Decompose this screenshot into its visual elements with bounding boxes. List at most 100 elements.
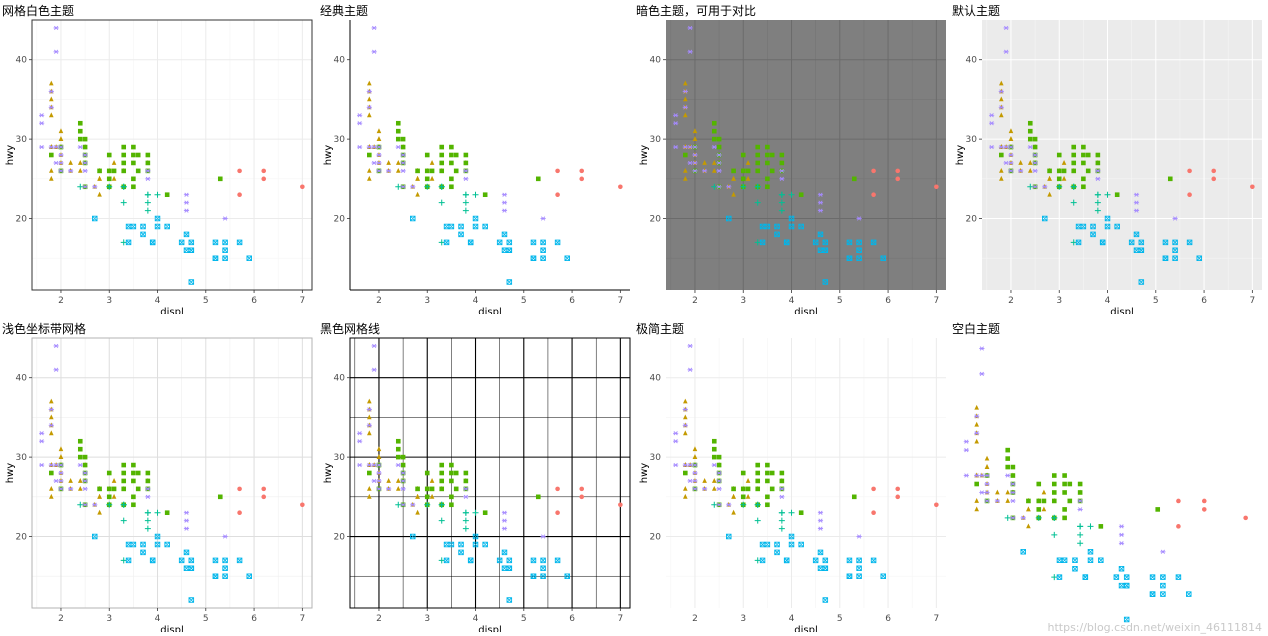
point-star [1018, 168, 1024, 174]
point-circle [1187, 168, 1192, 174]
point-square [439, 470, 445, 476]
point-circle [300, 184, 305, 190]
point-box-x [236, 557, 243, 564]
point-star [53, 144, 59, 150]
point-square [1081, 152, 1086, 158]
points-layer [39, 343, 305, 603]
point-square [765, 184, 770, 190]
point-triangle [999, 80, 1004, 86]
point-square [449, 462, 454, 468]
point-star [58, 486, 64, 492]
point-star [357, 431, 363, 436]
y-tick-label: 40 [16, 56, 28, 66]
point-square [1071, 152, 1077, 158]
point-square [131, 152, 136, 158]
point-star [979, 371, 985, 377]
point-square [463, 152, 469, 158]
point-box-x [212, 557, 219, 564]
x-tick-label: 6 [1201, 296, 1207, 306]
point-square [1062, 481, 1067, 487]
point-box-x [1123, 616, 1130, 623]
point-box-x [870, 239, 877, 246]
y-tick-label: 20 [16, 533, 28, 543]
point-square [449, 502, 454, 508]
point-triangle [77, 167, 83, 173]
point-star [682, 144, 688, 150]
x-tick-label: 4 [473, 614, 479, 624]
point-triangle [376, 136, 382, 142]
point-box-x [188, 557, 195, 564]
point-triangle [367, 493, 372, 499]
point-square [453, 486, 459, 492]
point-square [111, 486, 117, 492]
point-square [1056, 152, 1062, 158]
point-square [755, 168, 761, 174]
point-box-x [1118, 582, 1125, 589]
point-box-x [458, 223, 464, 230]
point-box-x [1123, 574, 1130, 580]
point-star [145, 486, 151, 492]
point-square [779, 478, 785, 484]
point-triangle [702, 160, 707, 165]
point-star [726, 184, 732, 189]
point-plus [438, 199, 445, 206]
point-star [463, 486, 469, 492]
y-tick-label: 30 [334, 135, 346, 145]
x-tick-label: 5 [1153, 296, 1159, 306]
point-square [106, 168, 112, 174]
point-box-x [564, 255, 570, 261]
point-triangle [77, 478, 83, 483]
point-circle [555, 486, 560, 492]
point-square [106, 494, 112, 500]
point-triangle [49, 485, 54, 491]
point-plus [754, 239, 761, 246]
point-plus [754, 199, 761, 206]
point-square [424, 486, 430, 492]
point-circle [261, 486, 267, 492]
x-tick-label: 3 [740, 614, 746, 624]
point-star [400, 502, 406, 507]
point-box-x [812, 239, 819, 246]
point-box-x [482, 223, 488, 230]
point-square [1062, 490, 1067, 495]
point-square [453, 470, 459, 476]
point-square [131, 144, 136, 150]
point-circle [895, 168, 901, 174]
point-plus [778, 207, 785, 214]
point-star [77, 462, 83, 468]
point-star [974, 414, 980, 419]
point-square [1010, 464, 1016, 470]
x-tick-label: 2 [58, 296, 64, 306]
point-star [183, 518, 190, 523]
point-square [1062, 507, 1067, 512]
point-square [1027, 128, 1033, 134]
point-triangle [77, 485, 83, 491]
point-star [1032, 152, 1038, 158]
point-square [439, 152, 445, 158]
point-square [755, 462, 761, 468]
point-square [449, 160, 454, 166]
point-circle [579, 168, 585, 174]
x-tick-label: 3 [1056, 296, 1062, 306]
point-square [716, 462, 722, 468]
point-star [1172, 216, 1178, 221]
point-star [817, 526, 824, 531]
point-box-x [1162, 239, 1169, 246]
point-square [1098, 524, 1104, 529]
point-box-x [1104, 215, 1111, 222]
point-star [400, 470, 406, 476]
point-triangle [1061, 160, 1067, 165]
point-square [1051, 498, 1057, 504]
point-square [769, 168, 775, 174]
point-box-x [501, 549, 508, 556]
point-star [692, 470, 698, 476]
point-square [145, 160, 151, 166]
point-plus [462, 207, 469, 214]
point-triangle [683, 80, 688, 86]
point-star [963, 447, 969, 453]
point-triangle [1005, 498, 1011, 503]
point-plus [1027, 183, 1034, 190]
point-star [376, 168, 382, 174]
point-square [463, 478, 469, 484]
point-square [1077, 490, 1083, 495]
